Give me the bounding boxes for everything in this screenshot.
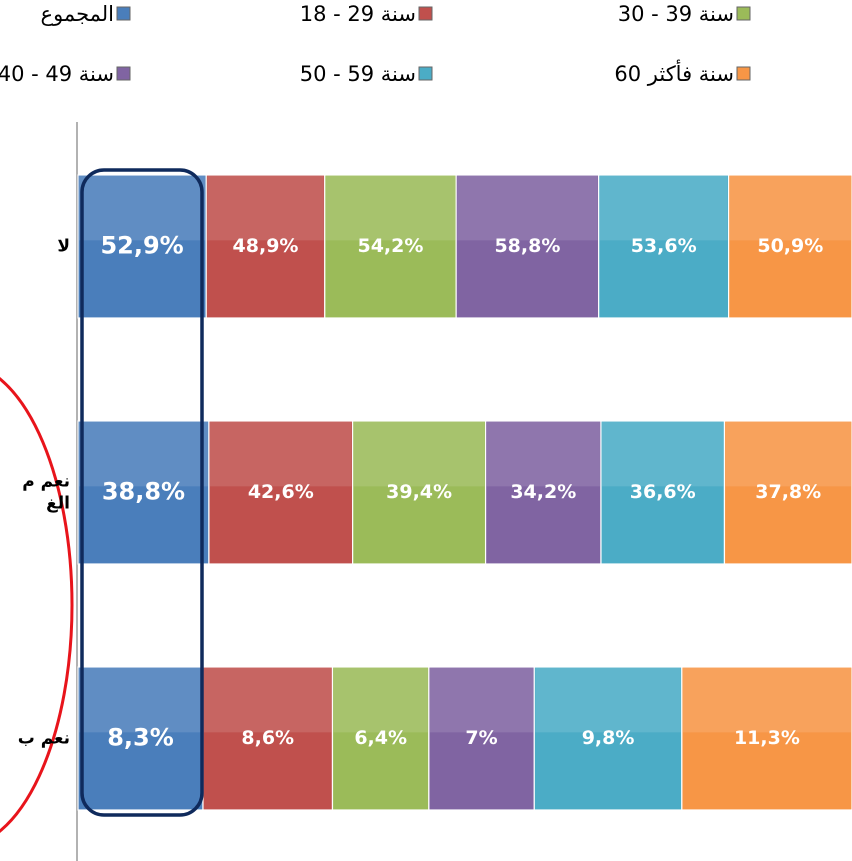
bar-segment	[77, 420, 210, 565]
bar-shine	[207, 176, 324, 241]
legend-swatch	[116, 66, 131, 81]
bar-segment	[428, 666, 535, 811]
data-label: 39,4%	[386, 481, 452, 503]
data-label: 36,6%	[630, 481, 696, 503]
data-label: 7%	[465, 727, 497, 749]
legend-swatch	[116, 6, 131, 21]
bar-segment	[533, 666, 683, 811]
bar-shine	[729, 176, 851, 241]
bar-segment	[600, 420, 726, 565]
data-label: 50,9%	[757, 235, 823, 257]
legend-swatch	[418, 66, 433, 81]
highlight-box	[80, 168, 204, 817]
bar-segment	[202, 666, 334, 811]
category-label: لا	[57, 237, 70, 257]
data-label: 53,6%	[631, 235, 697, 257]
data-label: 8,3%	[107, 724, 174, 752]
bar-segment	[484, 420, 602, 565]
bar-segment	[77, 666, 204, 811]
category-label: نعم ب	[18, 729, 70, 749]
category-label: نعم م	[22, 472, 70, 492]
data-label: 52,9%	[100, 232, 183, 260]
legend-label: المجموع	[41, 2, 114, 26]
category-label: الغ	[46, 494, 70, 514]
bar-shine	[535, 668, 681, 733]
data-label: 54,2%	[357, 235, 423, 257]
bar-segment	[324, 174, 457, 319]
bar-segment	[598, 174, 730, 319]
legend-swatch	[736, 66, 751, 81]
bar-shine	[203, 668, 332, 733]
data-label: 9,8%	[582, 727, 635, 749]
bar-shine	[325, 176, 456, 241]
bar-shine	[457, 176, 598, 241]
bar-shine	[486, 422, 600, 487]
legend-label: 60 سنة فأكثر	[614, 59, 734, 86]
bar-shine	[429, 668, 534, 733]
bar-shine	[79, 176, 206, 241]
bar-segment	[723, 420, 852, 565]
bar-segment	[455, 174, 600, 319]
bar-shine	[79, 668, 202, 733]
data-label: 37,8%	[755, 481, 821, 503]
bar-segment	[205, 174, 326, 319]
bar-shine	[725, 422, 851, 487]
data-label: 42,6%	[248, 481, 314, 503]
bar-shine	[79, 422, 208, 487]
bar-shine	[353, 422, 485, 487]
bar-shine	[599, 176, 728, 241]
bar-shine	[601, 422, 724, 487]
legend-swatch	[736, 6, 751, 21]
plot: 52,9% 48,9% 54,2% 58,8% 53,6% 50,9% 38,8% 42,6%…	[77, 174, 852, 811]
legend-label: 18 - 29 سنة	[300, 2, 416, 26]
legend-label: 50 - 59 سنة	[300, 62, 416, 86]
data-label: 6,4%	[354, 727, 407, 749]
bar-segment	[77, 174, 207, 319]
legend-label: 40 - 49 سنة	[0, 62, 114, 86]
data-label: 48,9%	[233, 235, 299, 257]
bar-shine	[682, 668, 851, 733]
bar-segment	[681, 666, 852, 811]
legend-label: 30 - 39 سنة	[618, 2, 734, 26]
bar-segment	[331, 666, 430, 811]
bar-shine	[209, 422, 352, 487]
bar-segment	[208, 420, 354, 565]
bar-segment	[728, 174, 852, 319]
highlight-ellipse	[0, 377, 74, 833]
data-label: 58,8%	[494, 235, 560, 257]
data-label: 38,8%	[102, 478, 185, 506]
data-label: 34,2%	[510, 481, 576, 503]
data-label: 8,6%	[241, 727, 294, 749]
data-label: 11,3%	[734, 727, 800, 749]
bar-shine	[333, 668, 428, 733]
legend-swatch	[418, 6, 433, 21]
